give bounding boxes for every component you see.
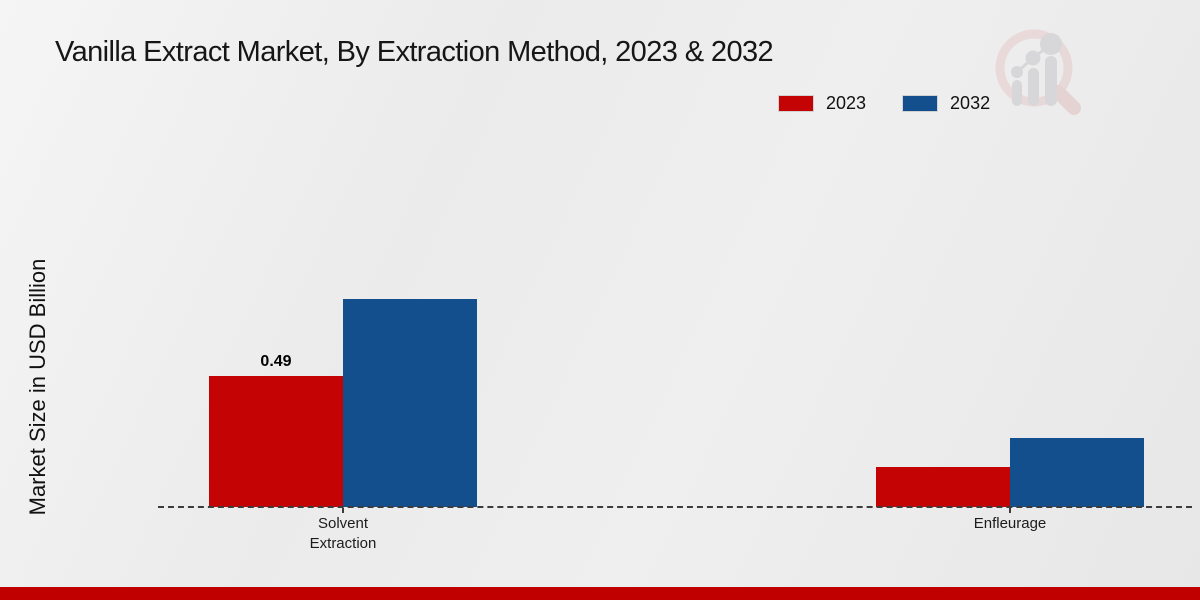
bar-solvent-extraction-2023 — [209, 376, 343, 507]
axis-tick-enfleurage — [1009, 508, 1011, 513]
bar-solvent-extraction-2032 — [343, 299, 477, 507]
bar-value-label-solvent-extraction-2023: 0.49 — [260, 353, 292, 370]
bar-enfleurage-2023 — [876, 467, 1010, 507]
legend-item-2023: 2023 — [778, 93, 866, 114]
legend-label: 2032 — [950, 93, 991, 113]
legend-swatch-2032 — [902, 95, 939, 112]
magnifier-bar-chart-logo-icon — [995, 29, 1081, 115]
chart-title: Vanilla Extract Market, By Extraction Me… — [55, 36, 774, 68]
legend-swatch-2023 — [778, 95, 814, 112]
legend: 2023 2032 — [778, 93, 990, 114]
x-axis-baseline — [158, 506, 1192, 508]
x-axis-category-label-enfleurage: Enfleurage — [973, 515, 1047, 532]
legend-label: 2023 — [826, 93, 867, 113]
legend-item-2032: 2032 — [902, 93, 990, 114]
bar-enfleurage-2032 — [1010, 438, 1144, 507]
x-axis-category-label-solvent-extraction: Solvent Extraction — [309, 515, 377, 552]
axis-tick-solvent-extraction — [342, 508, 344, 513]
footer-accent-bar — [0, 587, 1200, 600]
